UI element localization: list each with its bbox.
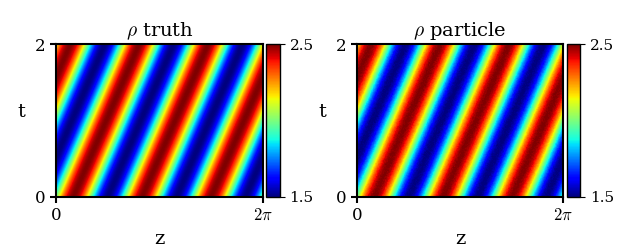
Title: $\rho$ particle: $\rho$ particle	[413, 20, 507, 42]
Y-axis label: t: t	[318, 103, 326, 121]
Y-axis label: t: t	[18, 103, 25, 121]
X-axis label: z: z	[455, 230, 465, 246]
X-axis label: z: z	[155, 230, 165, 246]
Title: $\rho$ truth: $\rho$ truth	[126, 20, 193, 42]
